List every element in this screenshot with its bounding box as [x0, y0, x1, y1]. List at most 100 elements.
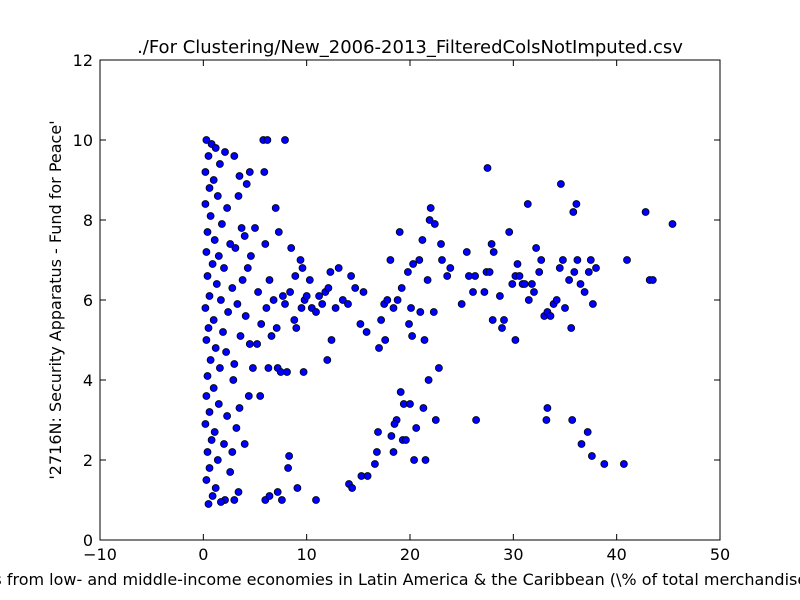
data-point [508, 280, 517, 288]
data-point [584, 268, 593, 276]
data-point [228, 448, 237, 456]
data-point [405, 320, 413, 328]
data-point [396, 388, 405, 396]
data-point [260, 168, 269, 176]
data-point [245, 168, 254, 176]
data-point [469, 288, 477, 296]
data-point [302, 292, 311, 300]
data-point [212, 280, 221, 288]
data-point [576, 280, 585, 288]
data-point [312, 496, 320, 504]
data-point [206, 356, 215, 364]
x-tick-label: 20 [400, 545, 420, 564]
data-point [245, 340, 254, 348]
data-point [222, 348, 231, 356]
data-point [472, 416, 481, 424]
data-point [231, 244, 240, 252]
data-point [202, 476, 211, 484]
data-point [359, 288, 368, 296]
data-point [235, 404, 244, 412]
data-point [215, 364, 224, 372]
data-point [389, 448, 398, 456]
data-point [204, 500, 213, 508]
data-point [555, 264, 564, 272]
data-point [226, 468, 235, 476]
y-tick-label: 12 [73, 51, 93, 70]
data-point [331, 304, 340, 312]
data-point [315, 292, 324, 300]
data-point [237, 224, 246, 232]
data-point [273, 488, 282, 496]
data-point [211, 344, 220, 352]
y-tick-label: 0 [83, 531, 93, 550]
data-point [561, 304, 569, 312]
data-point [552, 296, 561, 304]
data-point [580, 288, 589, 296]
data-point [209, 316, 218, 324]
data-point [338, 296, 347, 304]
data-point [240, 232, 249, 240]
data-point [232, 424, 241, 432]
data-point [262, 304, 271, 312]
x-tick-label: −10 [83, 545, 117, 564]
data-point [256, 392, 265, 400]
data-point [421, 456, 430, 464]
data-point [305, 276, 314, 284]
data-point [542, 416, 551, 424]
data-point [215, 160, 224, 168]
data-point [401, 436, 410, 444]
data-point [480, 288, 489, 296]
data-point [216, 498, 225, 506]
data-point [234, 488, 243, 496]
data-point [253, 340, 262, 348]
data-point [589, 300, 597, 308]
data-point [291, 272, 300, 280]
data-point [462, 248, 471, 256]
data-point [272, 324, 281, 332]
data-point [565, 276, 573, 284]
data-point [277, 496, 286, 504]
data-point [513, 260, 522, 268]
data-point [327, 336, 336, 344]
data-point [233, 300, 242, 308]
data-points [201, 136, 677, 508]
data-point [586, 256, 595, 264]
data-point [203, 372, 212, 380]
data-point [297, 304, 306, 312]
data-point [238, 276, 247, 284]
data-point [285, 452, 294, 460]
data-point [387, 432, 396, 440]
data-point [397, 284, 406, 292]
data-point [223, 412, 232, 420]
data-point [389, 304, 398, 312]
data-point [546, 312, 555, 320]
data-point [356, 320, 365, 328]
data-point [495, 292, 504, 300]
data-point [363, 472, 372, 480]
data-point [483, 164, 492, 172]
data-point [407, 304, 415, 312]
data-point [406, 400, 414, 408]
data-point [324, 284, 333, 292]
data-point [201, 420, 210, 428]
data-point [292, 324, 301, 332]
x-axis-label: Imports from low- and middle-income econ… [0, 570, 800, 589]
data-point [568, 416, 577, 424]
data-point [416, 308, 425, 316]
data-point [434, 364, 443, 372]
data-point [296, 256, 305, 264]
data-point [201, 200, 210, 208]
data-point [208, 260, 217, 268]
data-point [569, 208, 578, 216]
data-point [415, 256, 424, 264]
data-point [205, 464, 214, 472]
data-point [254, 288, 263, 296]
data-point [362, 328, 371, 336]
data-point [348, 484, 357, 492]
data-point [535, 268, 544, 276]
data-point [318, 300, 327, 308]
data-point [623, 256, 631, 264]
data-point [408, 332, 417, 340]
data-point [420, 336, 429, 344]
